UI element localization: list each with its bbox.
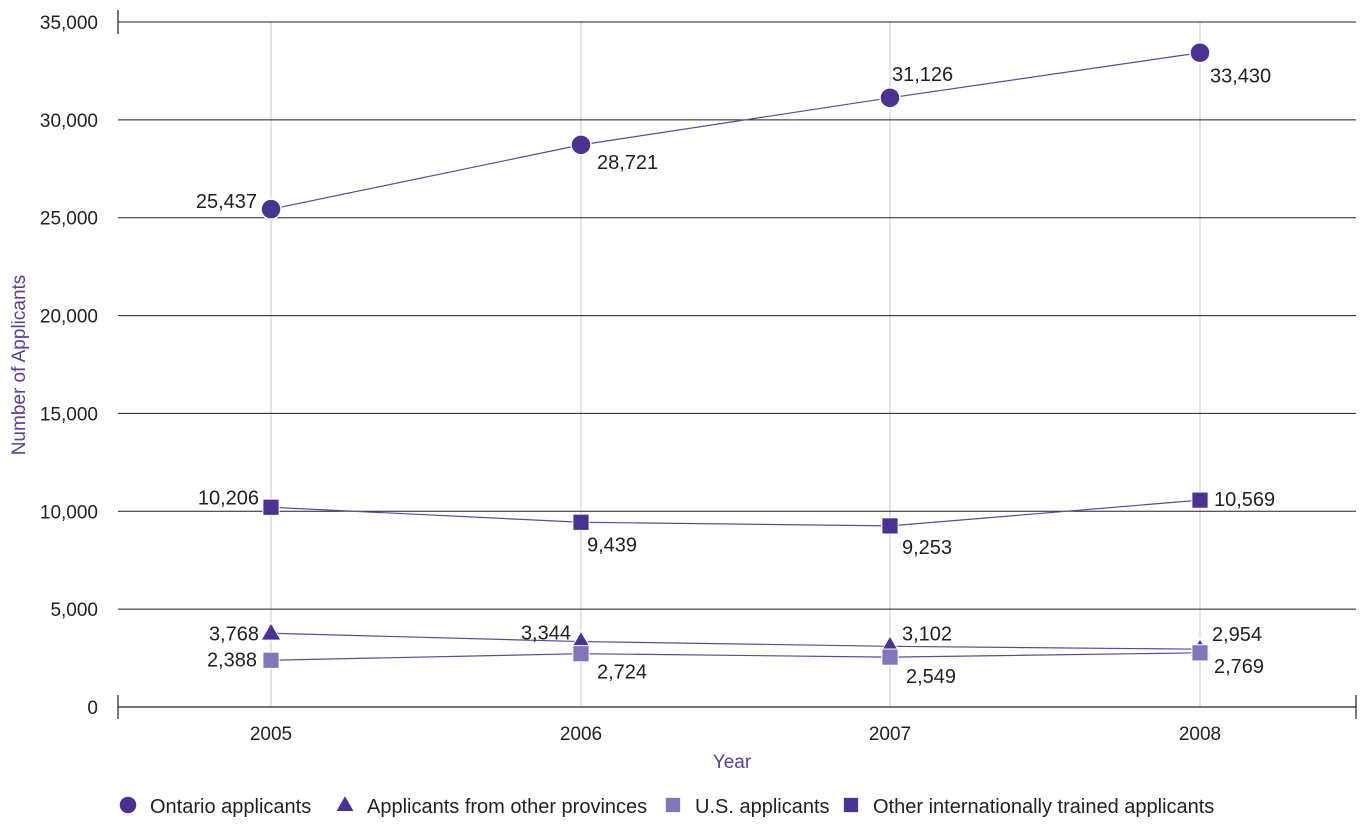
y-axis-title: Number of Applicants: [9, 275, 30, 456]
circle-marker-ontario: [1189, 41, 1211, 64]
data-label-other-provinces: 3,102: [902, 623, 952, 645]
data-label-ontario: 31,126: [892, 64, 953, 86]
square-marker-international: [572, 513, 590, 531]
data-label-other-provinces: 3,344: [521, 623, 571, 645]
square-marker-us: [1191, 644, 1209, 662]
legend-item-international: Other internationally trained applicants: [842, 796, 1214, 818]
square-marker-us: [881, 648, 899, 666]
circle-marker-ontario: [570, 134, 592, 156]
data-label-other-provinces: 2,954: [1212, 624, 1262, 646]
y-tick-label: 10,000: [40, 502, 98, 523]
x-tick-label: 2007: [869, 724, 911, 745]
series-line-other-provinces: [270, 632, 1201, 650]
data-label-ontario: 25,437: [196, 191, 257, 213]
legend-label: Other internationally trained applicants: [873, 796, 1214, 818]
data-label-us: 2,549: [906, 666, 956, 688]
data-labels: 25,437 28,721 31,126 33,430 3,768 3,344 3,102 2…: [196, 64, 1275, 688]
legend-item-other-provinces: Applicants from other provinces: [334, 794, 647, 818]
legend-label: U.S. applicants: [695, 796, 830, 818]
data-label-ontario: 33,430: [1210, 66, 1271, 88]
legend: Ontario applicants Applicants from other …: [118, 794, 1214, 818]
legend-label: Applicants from other provinces: [367, 796, 647, 818]
x-tick-label: 2005: [250, 724, 292, 745]
y-tick-label: 5,000: [50, 600, 98, 621]
y-tick-label: 20,000: [40, 307, 98, 328]
square-marker-us: [262, 651, 280, 669]
square-marker-international: [881, 517, 899, 535]
legend-triangle-icon: [334, 794, 356, 812]
legend-item-us: U.S. applicants: [664, 796, 830, 818]
data-label-international: 9,439: [587, 534, 637, 556]
series-line-us: [270, 652, 1201, 661]
legend-square-icon: [664, 796, 682, 814]
y-tick-label: 35,000: [40, 13, 98, 34]
y-tick-label: 25,000: [40, 209, 98, 230]
legend-square-icon: [842, 796, 860, 814]
data-label-us: 2,724: [597, 662, 647, 684]
data-label-international: 10,569: [1214, 489, 1275, 511]
x-tick-label: 2008: [1179, 724, 1221, 745]
x-axis-title: Year: [713, 752, 752, 773]
y-tick-label: 0: [87, 698, 98, 719]
circle-marker-ontario: [260, 198, 282, 220]
data-label-international: 9,253: [902, 537, 952, 559]
legend-circle-icon: [118, 795, 138, 815]
series-markers: [260, 41, 1211, 669]
data-label-us: 2,769: [1214, 656, 1264, 678]
data-label-other-provinces: 3,768: [209, 623, 259, 645]
data-label-us: 2,388: [207, 649, 257, 671]
series-line-international: [270, 499, 1201, 527]
series-line-ontario: [270, 52, 1201, 210]
data-label-international: 10,206: [198, 487, 259, 509]
data-label-ontario: 28,721: [597, 152, 658, 174]
triangle-marker-other-provinces: [260, 621, 282, 641]
axis-layer: 0 5,000 10,000 15,000 20,000 25,000 30,000 35,0…: [40, 10, 1357, 745]
square-marker-us: [572, 645, 590, 663]
square-marker-international: [262, 498, 280, 516]
legend-label: Ontario applicants: [150, 796, 311, 818]
x-tick-label: 2006: [560, 724, 602, 745]
square-marker-international: [1191, 491, 1209, 509]
series-lines: [270, 52, 1201, 661]
y-tick-label: 30,000: [40, 111, 98, 132]
grid-layer: [118, 21, 1356, 707]
y-tick-label: 15,000: [40, 404, 98, 425]
circle-marker-ontario: [879, 87, 901, 109]
legend-item-ontario: Ontario applicants: [118, 795, 311, 818]
